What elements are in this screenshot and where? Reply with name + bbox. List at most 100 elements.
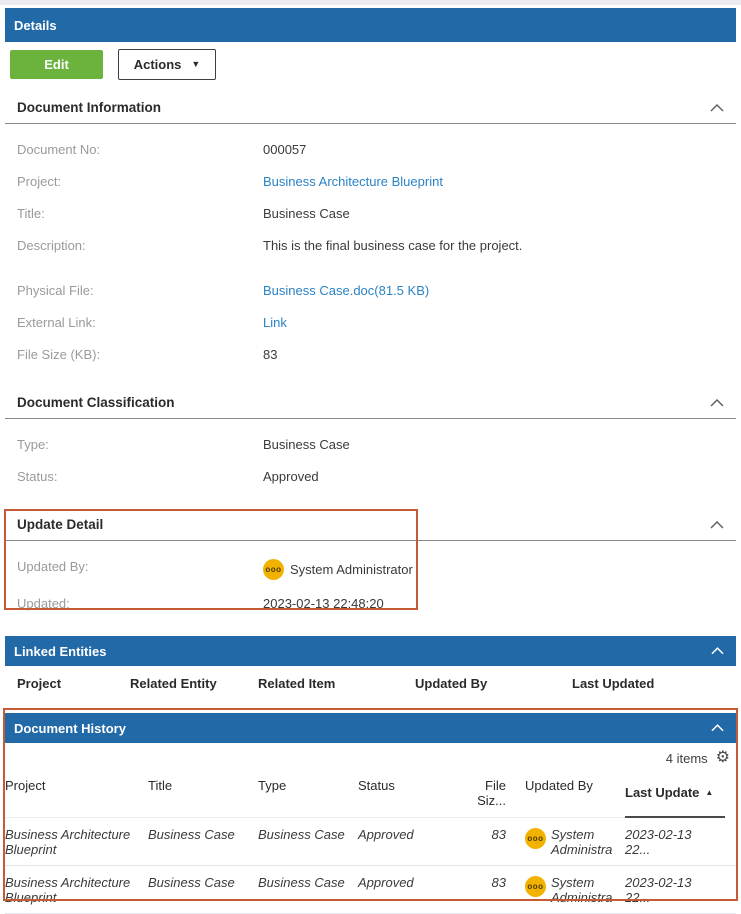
field-external-link: External Link: Link	[5, 307, 736, 339]
cell-last-update: 2023-02-13 22...	[625, 827, 692, 857]
cell-title: Business Case	[148, 875, 235, 890]
chevron-down-icon: ▼	[191, 58, 201, 69]
field-value: 2023-02-13 22:48:20	[263, 596, 384, 611]
chevron-up-icon[interactable]	[711, 647, 724, 655]
linked-entities-column-headers: Project Related Entity Related Item Upda…	[5, 666, 736, 700]
section-title: Update Detail	[17, 517, 104, 532]
column-header-updated-by[interactable]: Updated By	[510, 778, 625, 818]
chevron-up-icon[interactable]	[710, 520, 724, 529]
field-label: Document No:	[17, 142, 101, 157]
column-header-project[interactable]: Project	[17, 676, 62, 691]
section-body: Document No: 000057 Project: Business Ar…	[5, 124, 736, 385]
field-value: This is the final business case for the …	[263, 238, 523, 253]
section-update-detail: Update Detail Updated By: ooo System Adm…	[4, 507, 736, 634]
physical-file-link[interactable]: Business Case.doc(81.5 KB)	[263, 283, 430, 298]
cell-status: Approved	[358, 827, 414, 842]
field-value: 000057	[263, 142, 307, 157]
field-project: Project: Business Architecture Blueprint	[5, 166, 736, 198]
field-description: Description: This is the final business …	[5, 230, 736, 262]
section-document-history: Document History 4 items ⚙ Project Title…	[3, 708, 738, 914]
cell-updated-by: ooo System Administra	[510, 873, 625, 905]
column-header-status[interactable]: Status	[358, 778, 455, 818]
column-header-related-item[interactable]: Related Item	[258, 676, 336, 691]
field-value: Business Case	[263, 437, 350, 452]
column-header-project[interactable]: Project	[5, 778, 148, 818]
field-label: Updated:	[17, 596, 70, 611]
field-updated-by: Updated By: ooo System Administrator	[5, 551, 736, 588]
user-avatar: ooo	[525, 876, 546, 897]
details-panel: Details Edit Actions ▼ Document Informat…	[0, 5, 741, 914]
field-value: Business Case	[263, 206, 350, 221]
gear-icon[interactable]: ⚙	[715, 749, 730, 766]
field-label: File Size (KB):	[17, 347, 101, 362]
updated-by-name: System Administra	[551, 827, 613, 857]
field-label: Type:	[17, 437, 49, 452]
chevron-up-icon[interactable]	[710, 103, 724, 112]
section-document-information: Document Information Document No: 000057…	[5, 90, 736, 385]
column-header-last-updated[interactable]: Last Updated	[572, 676, 655, 691]
updated-by-name: System Administra	[551, 875, 613, 905]
section-header-update-detail[interactable]: Update Detail	[5, 507, 736, 541]
field-label: Project:	[17, 174, 62, 189]
field-updated: Updated: 2023-02-13 22:48:20	[5, 588, 736, 620]
edit-button[interactable]: Edit	[10, 49, 103, 79]
cell-project: Business Architecture Blueprint	[5, 827, 131, 857]
cell-status: Approved	[358, 875, 414, 890]
cell-title: Business Case	[148, 827, 235, 842]
field-value: Approved	[263, 469, 319, 484]
column-header-title[interactable]: Title	[148, 778, 258, 818]
document-history-header-bar[interactable]: Document History	[5, 713, 736, 743]
chevron-up-icon[interactable]	[711, 724, 724, 732]
cell-file-size: 83	[491, 875, 506, 890]
field-value: ooo System Administrator	[263, 559, 413, 580]
column-header-type[interactable]: Type	[258, 778, 358, 818]
section-body: Updated By: ooo System Administrator Upd…	[5, 541, 736, 634]
field-file-size: File Size (KB): 83	[5, 339, 736, 371]
section-header-document-information[interactable]: Document Information	[5, 90, 736, 124]
user-avatar: ooo	[263, 559, 284, 580]
column-header-related-entity[interactable]: Related Entity	[130, 676, 217, 691]
details-header-bar: Details	[5, 8, 736, 42]
updated-by-name: System Administrator	[290, 562, 413, 577]
top-strip	[0, 0, 741, 5]
column-header-last-update[interactable]: Last Update ▲	[625, 778, 725, 818]
actions-label: Actions	[133, 56, 182, 72]
external-link[interactable]: Link	[263, 315, 287, 330]
actions-dropdown-button[interactable]: Actions ▼	[118, 48, 216, 80]
section-document-classification: Document Classification Type: Business C…	[5, 385, 736, 507]
sort-ascending-icon: ▲	[705, 788, 714, 797]
field-label: Description:	[17, 238, 86, 253]
table-row[interactable]: Business Architecture Blueprint Business…	[5, 818, 736, 866]
section-title: Document Information	[17, 100, 161, 115]
field-label: Physical File:	[17, 283, 94, 298]
field-physical-file: Physical File: Business Case.doc(81.5 KB…	[5, 275, 736, 307]
column-header-label: Last Update	[625, 785, 700, 800]
section-header-document-classification[interactable]: Document Classification	[5, 385, 736, 419]
cell-project: Business Architecture Blueprint	[5, 875, 131, 905]
field-label: Title:	[17, 206, 45, 221]
column-header-updated-by[interactable]: Updated By	[415, 676, 488, 691]
column-header-file-size[interactable]: File Siz...	[455, 778, 510, 818]
section-title: Linked Entities	[14, 643, 107, 659]
field-status: Status: Approved	[5, 461, 736, 493]
chevron-up-icon[interactable]	[710, 398, 724, 407]
cell-updated-by: ooo System Administra	[510, 825, 625, 857]
section-linked-entities: Linked Entities Project Related Entity R…	[5, 636, 736, 700]
field-type: Type: Business Case	[5, 429, 736, 461]
field-label: Status:	[17, 469, 58, 484]
user-avatar: ooo	[525, 828, 546, 849]
cell-file-size: 83	[491, 827, 506, 842]
items-count-row: 4 items ⚙	[5, 743, 736, 770]
field-value: 83	[263, 347, 278, 362]
linked-entities-header-bar[interactable]: Linked Entities	[5, 636, 736, 666]
section-title: Document History	[14, 720, 126, 736]
cell-type: Business Case	[258, 875, 345, 890]
field-label: Updated By:	[17, 559, 89, 574]
toolbar: Edit Actions ▼	[10, 48, 736, 80]
cell-type: Business Case	[258, 827, 345, 842]
project-link[interactable]: Business Architecture Blueprint	[263, 174, 443, 189]
section-body: Type: Business Case Status: Approved	[5, 419, 736, 507]
table-row[interactable]: Business Architecture Blueprint Business…	[5, 866, 736, 914]
field-label: External Link:	[17, 315, 96, 330]
field-title: Title: Business Case	[5, 198, 736, 230]
